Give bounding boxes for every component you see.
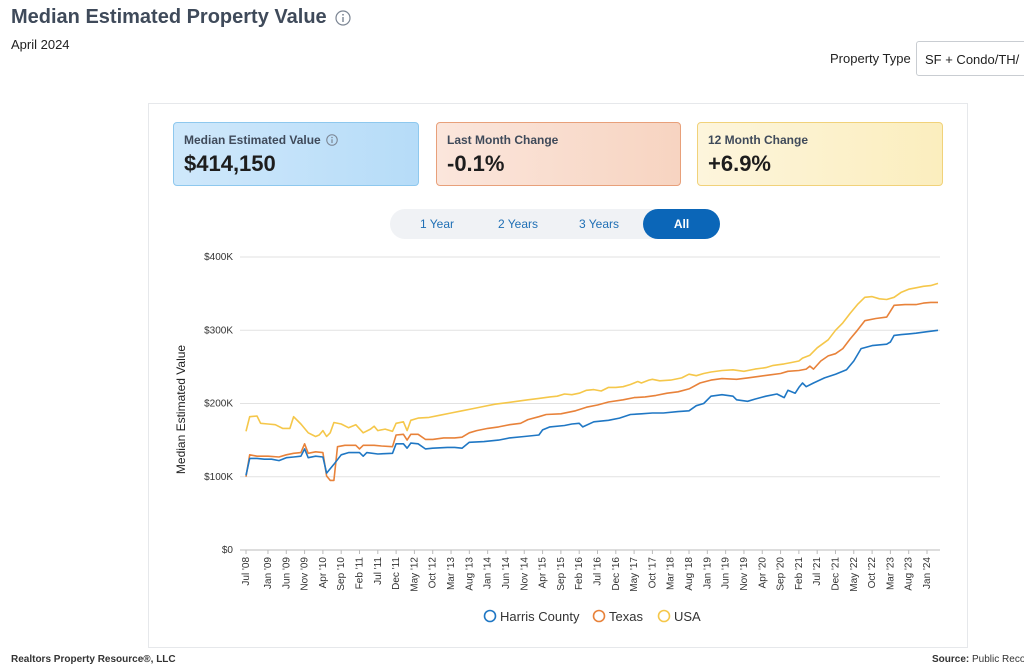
x-tick-label: Jun '19 [721, 557, 732, 589]
x-tick-label: Sep '20 [776, 557, 787, 591]
info-icon[interactable] [335, 9, 351, 26]
twelve-month-change-title: 12 Month Change [708, 133, 809, 147]
x-tick-label: Mar '13 [446, 557, 457, 590]
x-tick-label: Jul '16 [592, 557, 603, 586]
x-tick-label: Jan '14 [483, 557, 494, 589]
legend-label-texas: Texas [609, 609, 643, 624]
median-value-card: Median Estimated Value $414,150 [173, 122, 419, 186]
x-tick-label: Apr '15 [538, 557, 549, 589]
range-all-button[interactable]: All [643, 209, 720, 239]
x-tick-label: Aug '23 [904, 557, 915, 591]
x-tick-label: Jun '14 [501, 557, 512, 589]
x-tick-label: Jul '21 [812, 557, 823, 586]
legend-marker-harris-county [483, 609, 497, 623]
x-tick-label: Aug '18 [684, 557, 695, 591]
x-tick-label: Oct '17 [647, 557, 658, 589]
y-tick-label: $400K [204, 252, 233, 263]
range-3-years-button[interactable]: 3 Years [578, 217, 620, 231]
x-tick-label: Feb '16 [574, 557, 585, 590]
x-tick-label: May '22 [849, 557, 860, 592]
footer-copyright: Realtors Property Resource®, LLC [11, 654, 176, 665]
median-value-card-label: Median Estimated Value [184, 133, 321, 147]
y-tick-label: $300K [204, 325, 233, 336]
x-tick-label: Mar '23 [885, 557, 896, 590]
info-icon[interactable] [325, 134, 338, 146]
y-tick-label: $0 [222, 545, 234, 556]
series-line-usa [245, 282, 939, 438]
x-tick-label: Aug '13 [464, 557, 475, 591]
x-tick-label: Jul '11 [373, 557, 384, 585]
range-2-years-button[interactable]: 2 Years [497, 217, 539, 231]
range-1-year-button[interactable]: 1 Year [419, 217, 455, 231]
report-date: April 2024 [11, 37, 70, 52]
legend-label-harris-county: Harris County [500, 609, 580, 624]
last-month-change-value: -0.1% [447, 151, 505, 176]
last-month-change-title: Last Month Change [447, 133, 559, 147]
x-tick-label: Dec '11 [391, 557, 402, 590]
x-tick-label: Jul '08 [241, 557, 252, 586]
x-tick-label: Apr '20 [757, 557, 768, 589]
y-tick-label: $100K [204, 472, 233, 483]
legend-label-usa: USA [674, 609, 701, 624]
y-tick-label: $200K [204, 399, 233, 410]
twelve-month-change-value: +6.9% [708, 151, 771, 176]
x-tick-label: Oct '22 [867, 557, 878, 589]
legend-marker-usa [657, 609, 671, 623]
x-tick-label: Jun '09 [281, 557, 292, 589]
x-tick-label: Dec '16 [611, 557, 622, 591]
series-line-harris-county [245, 329, 939, 476]
x-tick-label: Apr '10 [318, 557, 329, 589]
x-tick-label: Oct '12 [428, 557, 439, 589]
x-tick-label: Jan '19 [702, 557, 713, 589]
x-tick-label: Jan '09 [263, 557, 274, 589]
footer-source-value: Public Records [972, 654, 1024, 665]
x-tick-label: Jan '24 [922, 557, 933, 589]
x-tick-label: May '12 [409, 557, 420, 592]
x-tick-label: May '17 [629, 557, 640, 592]
x-tick-label: Nov '14 [519, 557, 530, 591]
last-month-change-card: Last Month Change -0.1% [436, 122, 681, 186]
x-tick-label: Feb '21 [794, 557, 805, 590]
property-type-select[interactable]: SF + Condo/TH/ [916, 41, 1024, 76]
x-tick-label: Mar '18 [666, 557, 677, 590]
time-range-selector: 1 Year 2 Years 3 Years All [390, 209, 720, 239]
median-value-card-title: Median Estimated Value [184, 133, 408, 147]
footer-source: Source: Public Records [932, 654, 1024, 665]
footer-source-label: Source: [932, 654, 970, 665]
y-axis-title: Median Estimated Value [174, 345, 188, 475]
series-line-texas [245, 301, 938, 482]
x-tick-label: Nov '19 [739, 557, 750, 591]
page-title-text: Median Estimated Property Value [11, 6, 327, 28]
property-type-label: Property Type [830, 51, 911, 66]
x-tick-label: Nov '09 [300, 557, 311, 591]
legend-marker-texas [592, 609, 606, 623]
median-value: $414,150 [184, 151, 276, 176]
page-title: Median Estimated Property Value [11, 6, 351, 29]
x-tick-label: Feb '11 [355, 557, 366, 590]
x-tick-label: Sep '15 [556, 557, 567, 591]
twelve-month-change-card: 12 Month Change +6.9% [697, 122, 943, 186]
x-tick-label: Sep '10 [336, 557, 347, 591]
x-tick-label: Dec '21 [830, 557, 841, 591]
